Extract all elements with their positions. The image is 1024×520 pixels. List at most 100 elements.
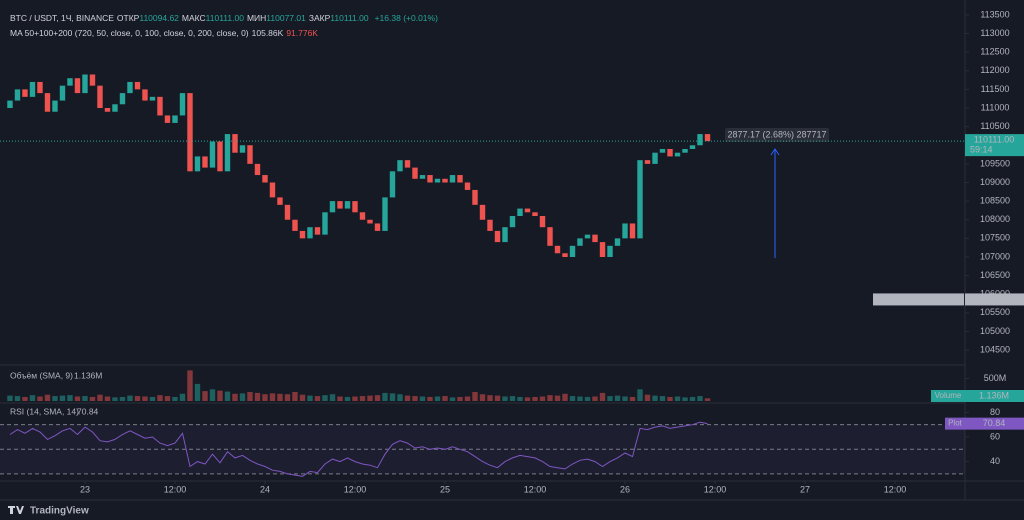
candle-body [509, 216, 516, 228]
legend: BTC / USDT, 1Ч, BINANCE ОТКР110094.62 МАКС… [10, 11, 441, 41]
volume-bar [217, 390, 223, 401]
candle-body [554, 245, 561, 254]
volume-bar [449, 397, 456, 401]
symbol: BTC / USDT, 1Ч, BINANCE [10, 13, 114, 23]
ohlc-value: 110094.62 [139, 13, 179, 23]
ohlc-label: ОТКР [116, 13, 140, 23]
volume-bar [689, 396, 696, 401]
volume-bar [89, 396, 96, 401]
volume-bar [239, 393, 246, 401]
volume-bar [352, 396, 358, 401]
candle-body [149, 96, 156, 101]
volume-bar [254, 392, 261, 401]
candle-body [82, 74, 88, 94]
ma-value: 105.86K [251, 28, 284, 38]
candle-body [502, 227, 508, 243]
ohlc-label: МИН [246, 13, 267, 23]
volume-bar [367, 395, 373, 401]
x-tick-label: 12:00 [704, 484, 727, 494]
volume-bar [344, 396, 351, 401]
volume-bar [104, 396, 111, 401]
ohlc-label: МАКС [181, 13, 206, 23]
measure-label: 2877.17 (2.68%) 287717 [727, 129, 826, 139]
candle-body [164, 115, 171, 123]
volume-bar [419, 396, 426, 401]
volume-bar [322, 395, 328, 401]
volume-bar [119, 396, 126, 401]
volume-bar [494, 395, 501, 401]
candle-body [247, 145, 253, 164]
rsi-current-box [965, 417, 1024, 430]
volume-bar [52, 396, 58, 401]
countdown: 59:14 [970, 144, 993, 154]
candle-body [14, 89, 21, 101]
volume-bar [149, 396, 156, 401]
candle-body [119, 93, 126, 105]
candle-body [539, 216, 546, 228]
volume-bar [592, 396, 598, 401]
candle-body [277, 197, 283, 205]
y-tick-label: 107000 [980, 251, 1010, 261]
candle-body [254, 163, 261, 176]
candle-body [322, 212, 328, 235]
ohlc-value: 110077.01 [266, 13, 306, 23]
x-tick-label: 26 [620, 484, 630, 494]
rsi-line [9, 421, 708, 477]
volume-bar [262, 394, 268, 401]
candle-body [592, 234, 598, 243]
volume-bar [359, 396, 366, 401]
volume-bar [307, 395, 313, 401]
volume-current-label: 1.136M [979, 390, 1009, 400]
candle-body [652, 152, 658, 164]
volume-bar [517, 396, 523, 401]
ohlc-value: 110111.00 [330, 13, 369, 23]
symbol-row: BTC / USDT, 1Ч, BINANCE ОТКР110094.62 МАКС… [10, 11, 441, 26]
volume-bar [329, 394, 336, 401]
volume-bar [247, 392, 253, 401]
volume-bar [209, 389, 216, 401]
candle-body [569, 245, 576, 257]
y-tick-label: 112500 [980, 47, 1009, 57]
volume-bar [292, 392, 298, 401]
candle-body [37, 81, 43, 94]
volume-bar [562, 393, 568, 401]
volume-bar [614, 395, 621, 401]
candle-body [412, 167, 418, 179]
logo [8, 506, 24, 514]
candle-body [359, 212, 366, 220]
volume-bar [584, 396, 591, 401]
candle-body [479, 204, 486, 220]
candle-body [284, 204, 291, 220]
candle-body [607, 245, 613, 257]
candle-body [584, 234, 591, 239]
volume-bar [157, 395, 163, 401]
ma-value-box [965, 293, 1024, 306]
candle-body [97, 85, 103, 109]
volume-bar [299, 394, 306, 401]
candle-body [374, 223, 381, 231]
volume-bar [202, 391, 208, 401]
candle-body [179, 93, 186, 116]
measure-box [725, 128, 829, 142]
volume-bar [472, 392, 478, 401]
volume-bar [412, 396, 418, 401]
candle-body [397, 160, 403, 172]
rsi-title: RSI (14, SMA, 14) [10, 406, 79, 416]
candle-body [232, 134, 238, 153]
volume-bar [397, 394, 403, 401]
ma-name: MA 50+100+200:MA50 [877, 295, 959, 304]
candle-body [637, 160, 643, 239]
candle-body [134, 81, 141, 90]
volume-bar [37, 396, 43, 401]
y-tick-label: 107500 [980, 233, 1010, 243]
x-tick-label: 27 [800, 484, 810, 494]
x-tick-label: 23 [80, 484, 90, 494]
y-tick-label: 105000 [980, 326, 1010, 336]
volume-bar [127, 395, 133, 401]
candle-body [142, 89, 148, 101]
rsi-current-label: 70.84 [983, 418, 1006, 428]
x-tick-label: 12:00 [344, 484, 367, 494]
candle-body [449, 175, 456, 183]
y-tick-label: 500M [984, 373, 1007, 383]
candle-body [404, 160, 411, 168]
